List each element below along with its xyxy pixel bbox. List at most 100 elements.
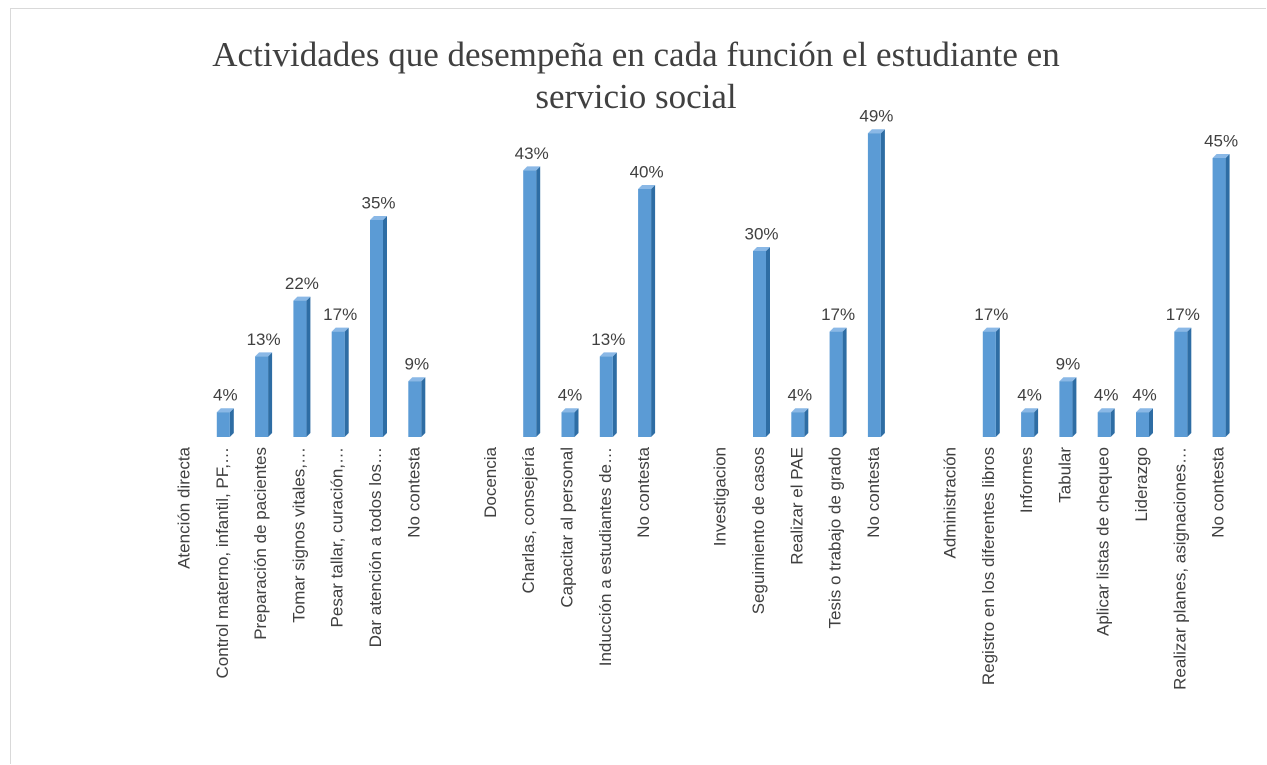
bar <box>753 251 766 437</box>
bar-top <box>982 327 1000 332</box>
x-tick-label: Investigacion <box>711 447 730 546</box>
bar-side <box>344 327 349 437</box>
data-label: 30% <box>744 224 778 243</box>
x-tick-label: Registro en los diferentes libros <box>979 447 998 685</box>
data-label: 4% <box>213 386 238 405</box>
bar-side <box>766 247 770 437</box>
bar-top <box>370 216 387 220</box>
data-label: 4% <box>1132 386 1157 405</box>
data-label: 9% <box>1056 355 1081 374</box>
bar <box>1021 412 1035 437</box>
bar <box>791 412 805 437</box>
bar-side <box>1072 377 1077 437</box>
x-tick-label: Liderazgo <box>1132 447 1151 522</box>
bar-side <box>1034 408 1039 437</box>
bar-side <box>421 377 426 437</box>
bar-top <box>255 352 273 357</box>
x-tick-label: Tomar signos vitales,… <box>289 447 308 623</box>
x-tick-label: No contesta <box>1209 446 1228 537</box>
bar-top <box>753 247 770 251</box>
bar-top <box>331 327 349 332</box>
bar <box>370 220 383 437</box>
x-tick-label: Realizar el PAE <box>787 447 806 565</box>
data-label: 17% <box>1166 305 1200 324</box>
bar-top <box>1174 327 1192 332</box>
bar <box>561 412 575 437</box>
bar-side <box>229 408 234 437</box>
x-tick-label: Informes <box>1017 447 1036 513</box>
bar-top <box>1136 408 1153 413</box>
x-tick-label: Administración <box>940 447 959 559</box>
data-label: 13% <box>247 330 281 349</box>
bar <box>1059 381 1073 437</box>
chart-frame <box>10 8 1266 764</box>
data-label: 17% <box>323 305 357 324</box>
bar-side <box>880 129 885 437</box>
bar-side <box>651 185 656 437</box>
x-tick-label: No contesta <box>634 446 653 537</box>
x-tick-label: Inducción a estudiantes de… <box>596 447 615 666</box>
bar <box>599 356 613 437</box>
bar-top <box>638 185 656 189</box>
bar-side <box>804 408 809 437</box>
x-tick-label: Control materno, infantil, PF,… <box>213 447 232 678</box>
bar-top <box>293 296 311 301</box>
bar-top <box>1212 154 1230 158</box>
bar <box>1174 331 1188 437</box>
x-tick-label: Dar atención a todos los… <box>366 447 385 647</box>
bar-top <box>561 408 579 413</box>
bar <box>1136 412 1149 437</box>
data-label: 43% <box>515 144 549 163</box>
data-label: 4% <box>788 386 813 405</box>
chart-title: Actividades que desempeña en cada funció… <box>212 35 1060 116</box>
data-label: 9% <box>405 355 430 374</box>
data-label: 22% <box>285 274 319 293</box>
data-label: 4% <box>1017 386 1042 405</box>
data-label: 49% <box>859 107 893 126</box>
x-tick-label: Aplicar listas de chequeo <box>1094 447 1113 636</box>
x-tick-label: Docencia <box>481 446 500 517</box>
bar-top <box>791 408 809 413</box>
bar-top <box>1059 377 1077 382</box>
bar-side <box>536 166 541 437</box>
bar-top <box>1021 408 1039 413</box>
bar-top <box>523 166 541 171</box>
x-tick-label: Charlas, consejería <box>519 446 538 593</box>
data-label: 35% <box>361 193 395 212</box>
bar-side <box>268 352 273 437</box>
x-tick-label: Realizar planes, asignaciones… <box>1170 447 1189 690</box>
bar-top <box>867 129 885 134</box>
bar <box>1097 412 1111 437</box>
bar-side <box>612 352 617 437</box>
bar <box>982 331 996 437</box>
bar <box>216 412 230 437</box>
x-tick-label: Atención directa <box>174 446 193 568</box>
bar-side <box>306 296 311 437</box>
bar <box>293 300 307 437</box>
bar <box>331 331 345 437</box>
bar <box>638 189 652 437</box>
data-label: 40% <box>630 162 664 181</box>
bar-top <box>216 408 234 413</box>
x-tick-label: Tabular <box>1055 447 1074 503</box>
bar-top <box>1097 408 1115 413</box>
bar-side <box>995 327 1000 437</box>
data-label: 13% <box>591 330 625 349</box>
data-label: 17% <box>974 305 1008 324</box>
bar <box>523 170 537 437</box>
bar-side <box>1110 408 1115 437</box>
bar-side <box>383 216 387 437</box>
data-label: 4% <box>558 386 583 405</box>
data-label: 45% <box>1204 131 1238 150</box>
x-tick-label: No contesta <box>864 446 883 537</box>
x-tick-label: Tesis o trabajo de grado <box>826 447 845 628</box>
data-label: 17% <box>821 305 855 324</box>
bar <box>408 381 422 437</box>
bar-top <box>829 327 847 332</box>
bar <box>829 331 843 437</box>
bar-side <box>1187 327 1192 437</box>
x-tick-label: Pesar tallar, curación,… <box>328 447 347 627</box>
x-tick-label: Seguimiento de casos <box>749 447 768 614</box>
bar <box>255 356 269 437</box>
